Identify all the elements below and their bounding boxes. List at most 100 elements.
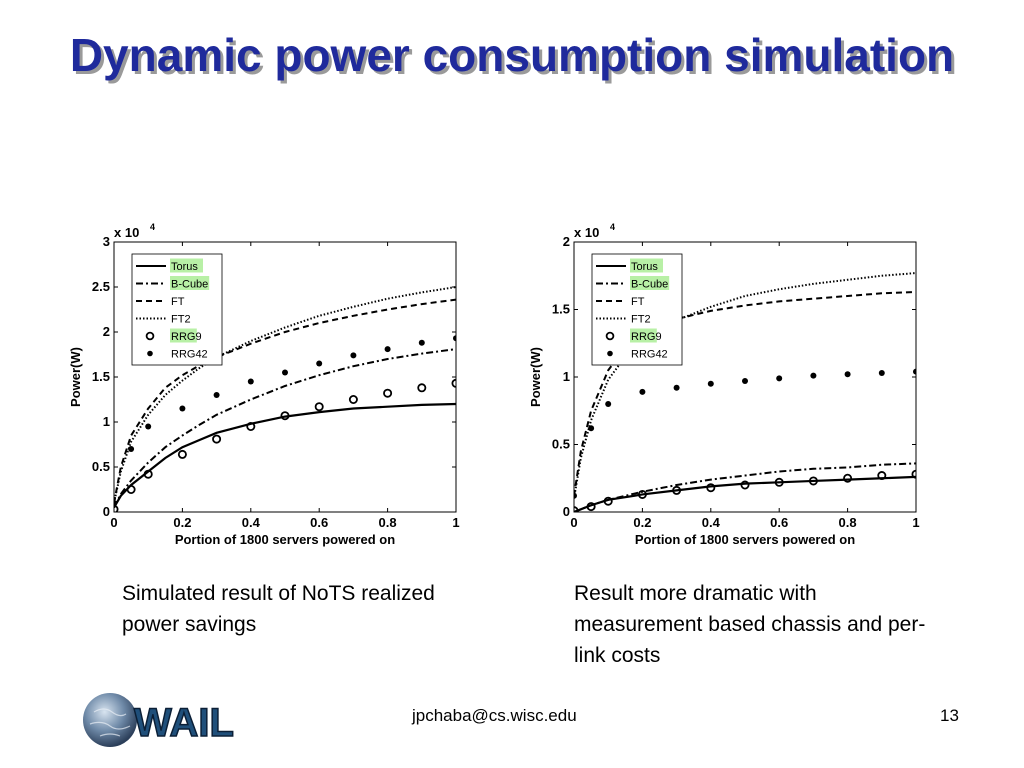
- series-group: [574, 272, 916, 512]
- legend-rrg42-label: RRG42: [171, 349, 208, 361]
- y-tick-label: 0.5: [552, 437, 570, 452]
- x-axis-label: Portion of 1800 servers powered on: [175, 532, 395, 547]
- series-rrg9-point: [774, 477, 784, 487]
- series-rrg42-point: [316, 360, 323, 367]
- series-rrg9-point: [280, 411, 290, 421]
- legend-rrg9-highlight: [630, 328, 657, 343]
- y-exponent-label: x 10: [114, 225, 139, 240]
- legend-rrg42-marker: [607, 350, 613, 357]
- series-rrg9-point: [574, 506, 579, 512]
- series-rrg42-point: [844, 371, 851, 378]
- series-rrg42-point: [742, 378, 748, 385]
- y-tick-label: 2: [563, 234, 570, 249]
- series-b-cube-line: [574, 462, 916, 512]
- y-axis-label: Power(W): [528, 347, 543, 407]
- series-rrg9-point: [246, 421, 256, 431]
- series-rrg42-point: [588, 425, 595, 432]
- x-tick-label: 0: [570, 515, 577, 530]
- series-rrg9-point: [843, 473, 853, 483]
- x-tick-label: 0.8: [839, 515, 857, 530]
- y-tick-label: 2.5: [92, 279, 110, 294]
- legend-b-cube-label: B-Cube: [171, 279, 208, 291]
- legend-rrg9-highlight: [170, 328, 197, 343]
- series-rrg42-point: [384, 346, 391, 353]
- y-tick-label: 0: [563, 504, 570, 519]
- legend-rrg42-marker: [147, 350, 153, 357]
- series-rrg42-point: [810, 372, 817, 379]
- series-ft-line: [114, 298, 456, 504]
- series-rrg9-point: [672, 485, 682, 495]
- legend-b-cube-label: B-Cube: [631, 279, 668, 291]
- y-exponent: 4: [610, 222, 615, 232]
- y-tick-label: 0.5: [92, 459, 110, 474]
- legend-torus-label: Torus: [631, 261, 658, 273]
- series-rrg42-point: [605, 401, 612, 407]
- series-rrg9-point: [143, 469, 153, 479]
- wail-logo: WAIL: [83, 693, 235, 747]
- caption-left: Simulated result of NoTS realized power …: [122, 582, 435, 636]
- y-tick-label: 1.5: [92, 369, 110, 384]
- slide-title: Dynamic power consumption simulation: [69, 29, 955, 81]
- legend-b-cube-highlight: [630, 276, 670, 290]
- page-number: 13: [940, 706, 959, 725]
- y-tick-label: 1: [103, 414, 110, 429]
- series-rrg42-point: [453, 335, 456, 342]
- series-rrg42-point: [282, 369, 288, 376]
- x-tick-label: 0.2: [633, 515, 651, 530]
- series-rrg42-point: [213, 392, 220, 398]
- legend-rrg9-marker: [145, 331, 155, 341]
- y-exponent: 4: [150, 222, 155, 232]
- legend-torus-highlight: [630, 258, 663, 273]
- series-b-cube-line: [114, 348, 456, 508]
- series-rrg42-point: [878, 369, 885, 376]
- legend-rrg9-label: RRG9: [171, 331, 202, 343]
- series-rrg42-point: [707, 380, 714, 387]
- series-rrg42-point: [128, 446, 135, 452]
- series-rrg9-point: [314, 402, 324, 412]
- legend-ft-label: FT: [631, 296, 645, 308]
- x-tick-label: 0.2: [173, 515, 191, 530]
- globe-icon: [83, 693, 137, 747]
- series-rrg42-point: [639, 388, 646, 395]
- series-rrg9-point: [451, 378, 456, 388]
- series-ft2-line: [574, 272, 916, 499]
- chart-nots-simulation: 0 0.2 0.4 0.6 0.8 1 0 0.5 1 1.5 2 2.5 3 x 10 4 Portion …: [68, 222, 460, 547]
- legend-ft-label: FT: [171, 296, 185, 308]
- legend-torus-highlight: [170, 258, 203, 273]
- y-axis-label: Power(W): [68, 347, 83, 407]
- y-tick-label: 1.5: [552, 302, 570, 317]
- footer-email: jpchaba@cs.wisc.edu: [412, 706, 577, 725]
- legend-ft2-label: FT2: [171, 314, 191, 326]
- legend-rrg42-label: RRG42: [631, 349, 668, 361]
- series-rrg9-point: [637, 489, 647, 499]
- legend-rrg9-marker: [605, 331, 615, 341]
- series-rrg42-point: [913, 368, 916, 375]
- series-rrg9-point: [586, 502, 596, 512]
- x-tick-label: 1: [452, 515, 459, 530]
- x-tick-label: 0.8: [379, 515, 397, 530]
- series-rrg9-point: [911, 469, 916, 479]
- series-rrg42-point: [145, 423, 152, 430]
- y-tick-label: 0: [103, 504, 110, 519]
- series-torus-line: [114, 402, 456, 509]
- series-rrg42-point: [350, 352, 357, 359]
- legend-b-cube-highlight: [170, 276, 210, 290]
- series-rrg42-point: [179, 405, 186, 412]
- series-rrg9-point: [177, 449, 187, 459]
- legend-ft2-label: FT2: [631, 314, 651, 326]
- series-rrg9-point: [212, 434, 222, 444]
- series-rrg9-point: [417, 383, 427, 393]
- series-rrg9-point: [808, 476, 818, 486]
- series-rrg9-point: [740, 480, 750, 490]
- series-rrg9-point: [383, 388, 393, 398]
- x-axis-label: Portion of 1800 servers powered on: [635, 532, 855, 547]
- y-exponent-label: x 10: [574, 225, 599, 240]
- series-ft-line: [574, 290, 916, 496]
- series-rrg9-point: [877, 471, 887, 481]
- y-tick-label: 3: [103, 234, 110, 249]
- chart-measurement-based: 0 0.2 0.4 0.6 0.8 1 0 0.5 1 1.5 2 x 10 4 Portion of 1…: [528, 222, 920, 547]
- y-tick-label: 1: [563, 369, 570, 384]
- x-tick-label: 0: [110, 515, 117, 530]
- x-tick-label: 0.4: [242, 515, 261, 530]
- x-tick-label: 0.6: [770, 515, 788, 530]
